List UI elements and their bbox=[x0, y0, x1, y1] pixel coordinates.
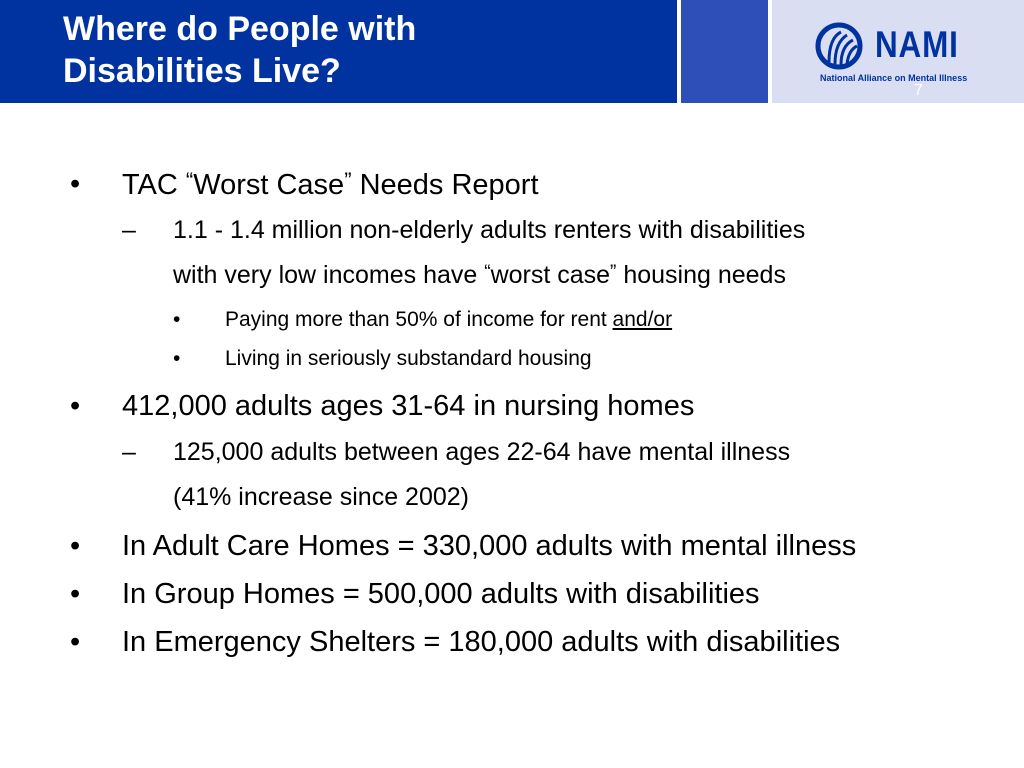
bullet-marker: • bbox=[70, 390, 81, 422]
header-accent-block bbox=[681, 0, 768, 103]
header-bar bbox=[0, 0, 677, 103]
emphasis-text: and/or bbox=[612, 308, 673, 331]
sub-bullet-text-continued: with very low incomes have “worst case” … bbox=[173, 261, 786, 290]
sub-bullet-marker: – bbox=[122, 216, 136, 244]
close-quote: ” bbox=[344, 168, 352, 193]
bullet-item: TAC “Worst Case” Needs Report bbox=[122, 168, 539, 202]
sub-bullet-text: worst case bbox=[490, 261, 611, 289]
bullet-marker: • bbox=[70, 578, 81, 610]
bullet-text: 412,000 adults ages 31-64 in nursing hom… bbox=[122, 390, 695, 422]
sub-sub-bullet-text: Paying more than 50% of income for rent bbox=[225, 308, 613, 331]
bullet-text: Needs Report bbox=[351, 169, 539, 201]
bullet-text: In Adult Care Homes = 330,000 adults wit… bbox=[122, 530, 857, 562]
sub-bullet-text: 1.1 - 1.4 million non-elderly adults ren… bbox=[173, 216, 806, 244]
open-quote: “ bbox=[185, 168, 194, 193]
open-quote: “ bbox=[484, 262, 491, 283]
sub-sub-bullet-marker: • bbox=[173, 308, 181, 331]
logo-tagline: National Alliance on Mental Illness bbox=[820, 73, 968, 83]
nami-logo-icon bbox=[815, 22, 863, 70]
sub-bullet-marker: – bbox=[122, 438, 136, 466]
nami-logo: NAMI National Alliance on Mental Illness bbox=[815, 22, 985, 86]
bullet-text: In Group Homes = 500,000 adults with dis… bbox=[122, 578, 760, 610]
header-divider bbox=[677, 0, 681, 103]
bullet-marker: • bbox=[70, 626, 81, 658]
sub-sub-bullet-item: Paying more than 50% of income for rent … bbox=[225, 308, 672, 332]
sub-sub-bullet-marker: • bbox=[173, 347, 181, 370]
sub-bullet-text: 125,000 adults between ages 22-64 have m… bbox=[173, 438, 791, 466]
bullet-marker: • bbox=[70, 168, 81, 200]
sub-sub-bullet-text: Living in seriously substandard housing bbox=[225, 347, 592, 370]
sub-bullet-text: with very low incomes have bbox=[173, 261, 485, 289]
sub-bullet-text-continued: (41% increase since 2002) bbox=[173, 483, 469, 511]
page-title: Where do People with Disabilities Live? bbox=[63, 10, 417, 90]
close-quote: ” bbox=[610, 262, 617, 283]
slide-number: 7 bbox=[914, 82, 923, 99]
header-logo-panel bbox=[772, 0, 1024, 103]
bullet-text: In Emergency Shelters = 180,000 adults w… bbox=[122, 626, 841, 658]
sub-bullet-text: housing needs bbox=[616, 261, 786, 289]
bullet-text: Worst Case bbox=[193, 169, 345, 201]
header-divider bbox=[768, 0, 772, 103]
bullet-text: TAC bbox=[122, 169, 186, 201]
bullet-marker: • bbox=[70, 530, 81, 562]
logo-wordmark: NAMI bbox=[875, 24, 959, 65]
